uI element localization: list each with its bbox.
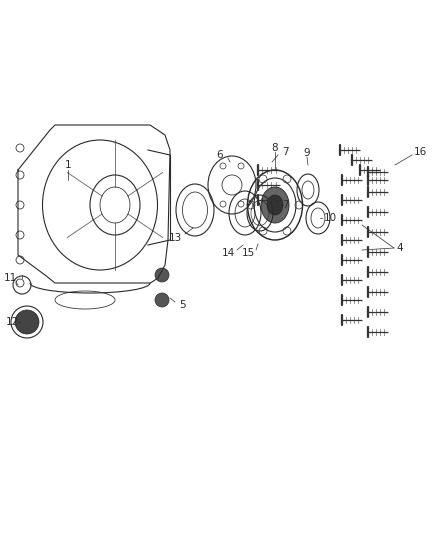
Text: 8: 8 bbox=[272, 143, 278, 153]
Text: 7: 7 bbox=[282, 147, 288, 157]
Circle shape bbox=[15, 310, 39, 334]
Text: 1: 1 bbox=[65, 160, 71, 170]
Text: 9: 9 bbox=[304, 148, 310, 158]
Text: 5: 5 bbox=[180, 300, 186, 310]
Text: 16: 16 bbox=[413, 147, 427, 157]
Text: 12: 12 bbox=[5, 317, 19, 327]
Ellipse shape bbox=[267, 195, 283, 215]
Text: 13: 13 bbox=[168, 233, 182, 243]
Text: 15: 15 bbox=[241, 248, 254, 258]
Circle shape bbox=[155, 293, 169, 307]
Text: 6: 6 bbox=[217, 150, 223, 160]
Text: 4: 4 bbox=[397, 243, 403, 253]
Text: 11: 11 bbox=[4, 273, 17, 283]
Circle shape bbox=[155, 268, 169, 282]
Text: 14: 14 bbox=[221, 248, 235, 258]
Text: 7: 7 bbox=[282, 200, 288, 210]
Ellipse shape bbox=[261, 187, 289, 223]
Text: 10: 10 bbox=[323, 213, 336, 223]
